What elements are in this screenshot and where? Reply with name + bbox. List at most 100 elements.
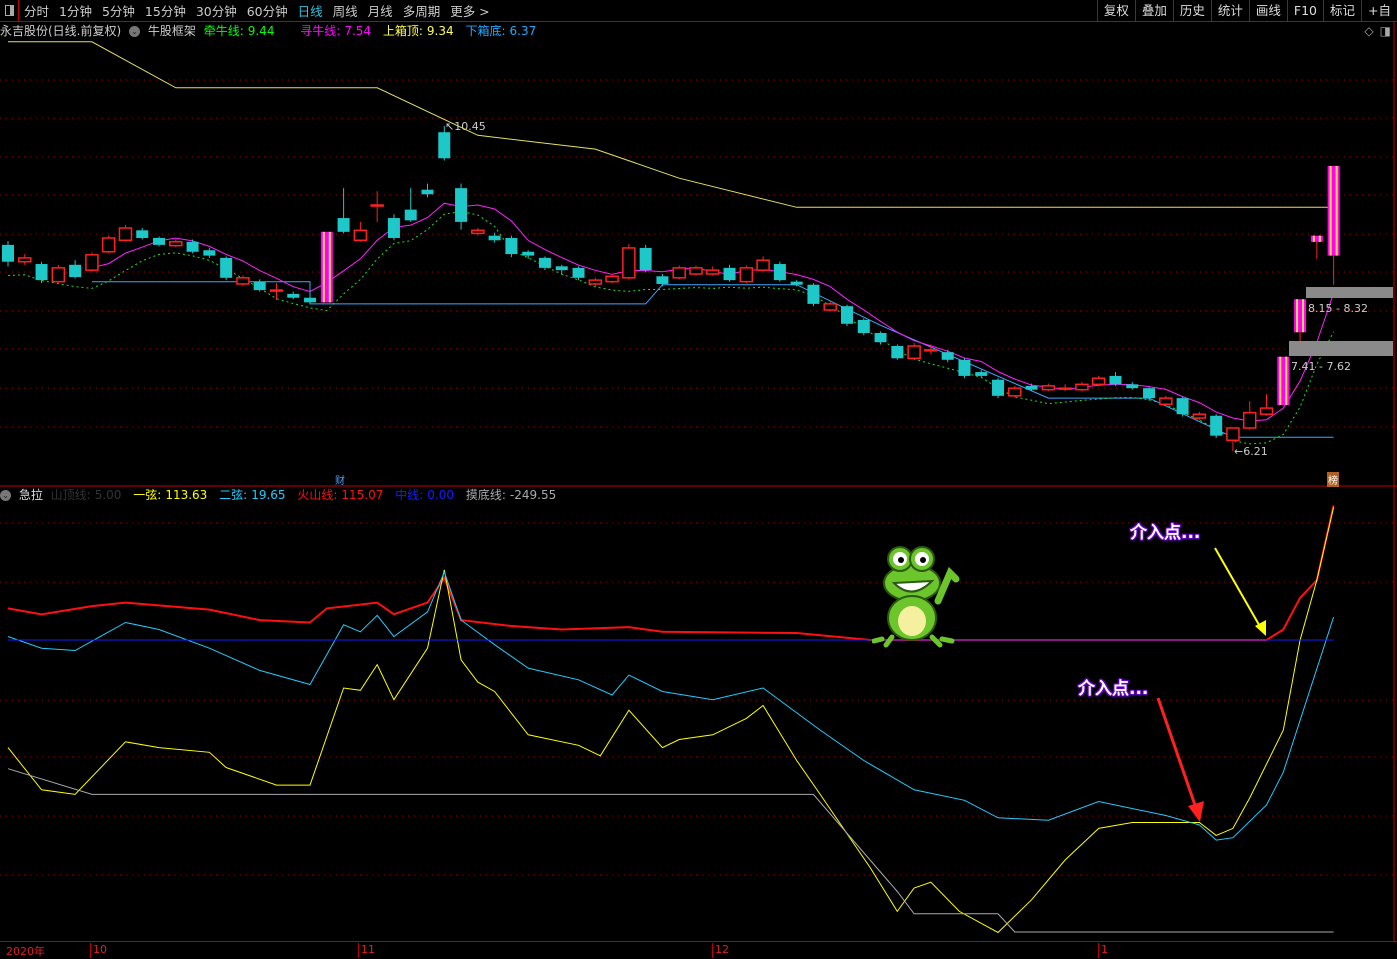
candle-down [488,235,501,241]
diamond-icon[interactable]: ◇ [1364,24,1374,38]
candle-up [169,241,183,247]
indicator-dropdown-icon[interactable]: ⌄ [129,26,141,37]
candle-down [841,306,853,324]
candle-down [2,244,14,262]
period-tab[interactable]: 日线 [297,4,323,19]
erxian-label: 二弦: 19.65 [219,488,286,502]
candle-down [975,372,988,376]
candle-stripe [1285,356,1288,406]
candle-limit-up [1277,356,1290,406]
period-tab[interactable]: 60分钟 [246,4,288,19]
axis-year-label: 2020年 [6,945,45,958]
zhongxian-label: 中线: 0.00 [395,488,455,502]
price-zone-upper [1306,287,1393,298]
axis-month-nov: 11 [358,943,375,958]
candle-up [101,237,116,253]
candle-limit-up [1327,165,1340,256]
candle-down [387,218,400,238]
candle-down [69,264,82,278]
candle-down [807,284,820,304]
candle-down [857,319,870,333]
toolbar-button[interactable]: 画线 [1248,0,1287,21]
huoshan-label: 火山线: 115.07 [297,488,384,502]
candle-down [656,276,669,284]
qianniu-line [7,210,1335,445]
candle-up [1058,387,1072,390]
candle-limit-up [320,231,333,303]
candle-limit-up [1310,235,1323,242]
candle-up [236,277,250,285]
ranking-marker[interactable]: 榜 [1327,472,1339,487]
finance-marker[interactable]: 财 [335,476,345,487]
toolbar-button[interactable]: 历史 [1172,0,1211,21]
sub-indicator-name[interactable]: 急拉 [18,488,43,502]
period-tab[interactable]: 1分钟 [59,4,92,19]
toolbar-button[interactable]: +自 [1361,0,1397,21]
low-price-label: ←6.21 [1234,445,1268,458]
candle-down [455,188,468,222]
toolbar-button[interactable]: 统计 [1210,0,1249,21]
period-tab[interactable]: 周线 [332,4,358,19]
candle-up [1075,383,1089,391]
candle-down [203,250,216,256]
period-tab[interactable]: 15分钟 [144,4,186,19]
candle-stripe [328,231,331,303]
candle-up [706,269,720,275]
candle-up [370,204,384,207]
panel-toggle-button[interactable] [0,0,19,21]
candle-up [1259,407,1274,415]
candle-up [1041,385,1056,391]
chart-corner-icons: ◇ ◨ [1364,24,1391,38]
candle-down [1143,388,1156,399]
candle-down [538,257,551,268]
axis-month-jan: 1 [1098,943,1108,958]
panel-icon[interactable]: ◨ [1379,24,1391,38]
candle-up [51,267,66,283]
period-tab[interactable]: 更多 > [450,4,490,19]
zone-label-lower: 7.41 - 7.62 [1291,360,1351,373]
axis-month-dec: 12 [712,943,729,958]
candle-stripe [1318,235,1321,242]
candle-up [672,267,686,279]
candle-up [18,257,32,263]
candle-down [992,379,1005,396]
candle-down [304,297,317,303]
yixian-label: 一弦: 113.63 [133,488,208,502]
toolbar-button[interactable]: 叠加 [1134,0,1173,21]
candle-down [941,352,954,360]
indicator-line-火山线 [7,505,1335,641]
candle-down [35,264,48,281]
candle-stripe [322,231,325,303]
toolbar-button[interactable]: 复权 [1096,0,1135,21]
period-tab[interactable]: 分时 [24,4,50,19]
indicator-line-二弦 [7,570,1335,841]
indicator-name[interactable]: 牛股框架 [147,24,196,38]
xiaxiang-label: 下箱底: 6.37 [465,24,537,38]
toolbar-button[interactable]: F10 [1286,0,1323,21]
candle-down [891,346,904,359]
candle-down [723,267,736,281]
candle-stripe [1312,235,1315,242]
candle-up [269,289,284,292]
period-tab[interactable]: 30分钟 [195,4,237,19]
toolbar-right-buttons: 复权 叠加 历史 统计 画线 F10 标记 +自 [1096,0,1397,21]
candle-down [287,293,300,298]
sub-indicator-dropdown-icon[interactable]: ⌄ [0,490,11,501]
sub-legend: ⌄ 急拉 山顶线: 5.00 一弦: 113.63 二弦: 19.65 火山线: 115… [0,487,564,503]
shangxiang-label: 上箱顶: 9.34 [382,24,454,38]
candle-down [153,237,166,245]
candle-up [907,345,921,360]
toolbar-button[interactable]: 标记 [1323,0,1361,21]
candle-stripe [1302,299,1305,333]
candle-up [739,267,754,283]
indicator-line-一弦 [7,506,1335,934]
candle-up [1192,413,1207,419]
candle-down [790,281,803,285]
period-tabs: 分时 1分钟 5分钟 15分钟 30分钟 60分钟 日线 周线 月线 多周期 更多 > [19,1,495,20]
period-tab[interactable]: 月线 [367,4,393,19]
entry-point-annotation-lower: 介入点... [1078,679,1149,699]
period-tab[interactable]: 5分钟 [101,4,135,19]
modi-label: 摸底线: -249.55 [465,488,557,502]
period-tab[interactable]: 多周期 [402,4,441,19]
